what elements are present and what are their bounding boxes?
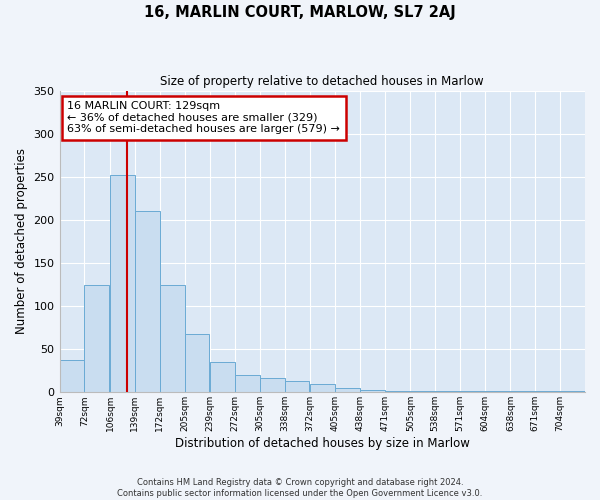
Bar	[284, 381, 310, 392]
Bar	[135, 212, 160, 392]
Bar	[460, 390, 485, 392]
Bar	[185, 334, 209, 392]
Bar	[560, 390, 585, 392]
Text: 16 MARLIN COURT: 129sqm
← 36% of detached houses are smaller (329)
63% of semi-d: 16 MARLIN COURT: 129sqm ← 36% of detache…	[67, 101, 340, 134]
Bar	[385, 390, 410, 392]
Bar	[160, 284, 185, 393]
Bar	[110, 175, 135, 392]
Bar	[310, 384, 335, 392]
Bar	[360, 390, 385, 392]
Bar	[85, 284, 109, 393]
X-axis label: Distribution of detached houses by size in Marlow: Distribution of detached houses by size …	[175, 437, 470, 450]
Bar	[59, 360, 85, 392]
Bar	[235, 375, 260, 392]
Bar	[535, 390, 560, 392]
Bar	[485, 390, 510, 392]
Bar	[410, 390, 435, 392]
Bar	[210, 362, 235, 392]
Title: Size of property relative to detached houses in Marlow: Size of property relative to detached ho…	[160, 75, 484, 88]
Y-axis label: Number of detached properties: Number of detached properties	[15, 148, 28, 334]
Bar	[511, 390, 535, 392]
Bar	[335, 388, 360, 392]
Bar	[435, 390, 460, 392]
Text: Contains HM Land Registry data © Crown copyright and database right 2024.
Contai: Contains HM Land Registry data © Crown c…	[118, 478, 482, 498]
Text: 16, MARLIN COURT, MARLOW, SL7 2AJ: 16, MARLIN COURT, MARLOW, SL7 2AJ	[144, 5, 456, 20]
Bar	[260, 378, 284, 392]
